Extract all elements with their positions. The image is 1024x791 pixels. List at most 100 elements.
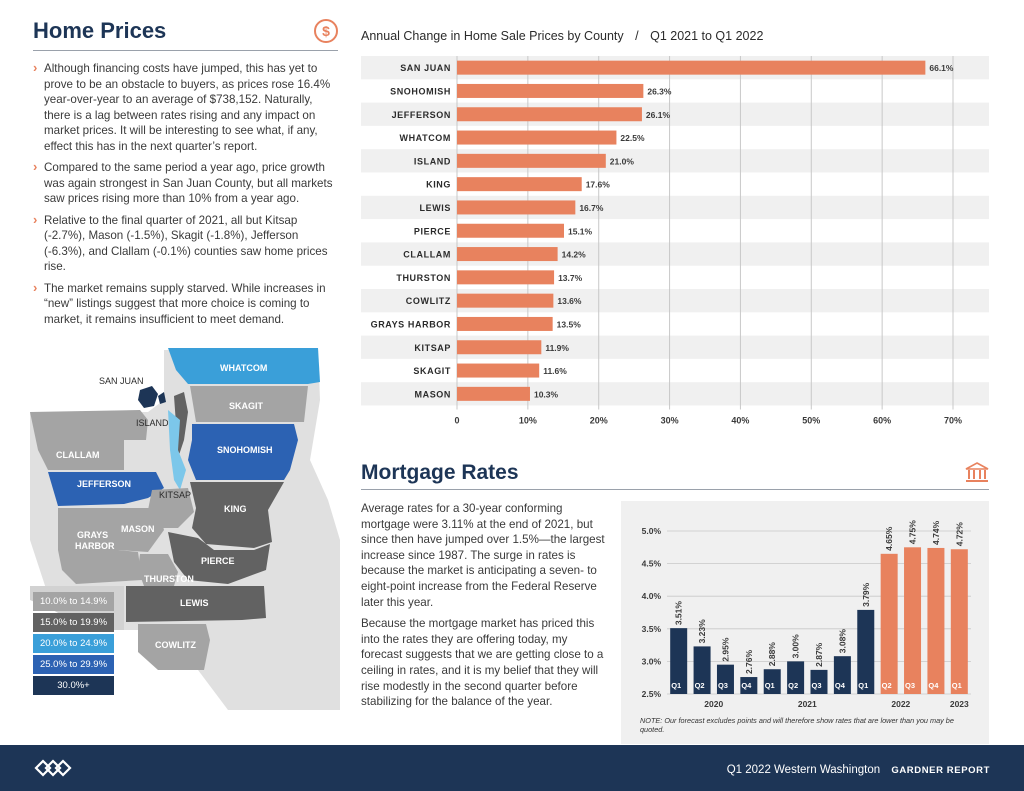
map-label-king: KING [224, 504, 247, 514]
county-clallam[interactable] [30, 410, 148, 470]
row-stripe [361, 289, 989, 313]
rate-bar [670, 628, 688, 694]
quarter-label: Q1 [671, 681, 681, 690]
bar-value-label: 11.6% [543, 366, 567, 376]
bar-category-label: PIERCE [414, 226, 451, 236]
mortgage-section: Mortgage Rates [361, 461, 989, 490]
bar-value-label: 17.6% [586, 180, 611, 190]
map-label-skagit: SKAGIT [229, 401, 264, 411]
map-label-thurston: THURSTON [144, 574, 194, 584]
map-label-grays-1: GRAYS [77, 530, 108, 540]
y-tick-label: 3.0% [642, 656, 662, 666]
county-whatcom[interactable] [168, 348, 320, 384]
quarter-label: Q4 [741, 681, 752, 690]
bar-value-label: 26.1% [646, 110, 671, 120]
mortgage-paragraph: Because the mortgage market has priced t… [361, 617, 604, 709]
legend-item: 10.0% to 14.9% [33, 592, 114, 611]
bar-value-label: 66.1% [929, 63, 954, 73]
county-mason[interactable] [118, 508, 164, 552]
bar-category-label: LEWIS [420, 203, 452, 213]
county-snohomish[interactable] [188, 424, 298, 480]
legend-item: 30.0%+ [33, 676, 114, 695]
y-tick-label: 3.5% [642, 624, 662, 634]
rate-chart-note: NOTE: Our forecast excludes points and w… [640, 716, 954, 734]
bar-value-label: 15.1% [568, 226, 593, 236]
x-tick-label: 10% [519, 416, 537, 426]
mortgage-paragraph: Average rates for a 30-year conforming m… [361, 502, 605, 609]
row-stripe [361, 242, 989, 266]
rate-value-label: 4.74% [931, 520, 941, 545]
bar-category-label: ISLAND [414, 156, 451, 166]
bar [457, 60, 926, 75]
rate-bar [880, 553, 898, 694]
map-label-cowlitz: COWLITZ [155, 640, 196, 650]
county-san-juan[interactable] [138, 386, 166, 408]
bar-category-label: WHATCOM [399, 133, 451, 143]
x-tick-label: 0 [454, 416, 459, 426]
quarter-label: Q2 [882, 681, 892, 690]
bar [457, 83, 644, 98]
bar [457, 293, 554, 308]
bar [457, 223, 564, 238]
county-jefferson[interactable] [48, 472, 164, 506]
y-tick-label: 4.0% [642, 591, 662, 601]
bar [457, 316, 553, 331]
footer: Q1 2022 Western Washington GARDNER REPOR… [0, 745, 1024, 791]
row-stripe [361, 195, 989, 220]
quarter-label: Q4 [835, 681, 846, 690]
rate-bar [857, 609, 875, 694]
bar-category-label: CLALLAM [403, 250, 451, 260]
x-tick-label: 60% [873, 416, 891, 426]
map-label-island: ISLAND [136, 418, 169, 428]
rate-bar [716, 664, 734, 694]
row-stripe [361, 382, 989, 406]
bar [457, 363, 540, 378]
mortgage-text: Average rates for a 30-year conforming m… [361, 501, 611, 716]
bullet-item: Although financing costs have jumped, th… [33, 60, 338, 154]
rate-bar [763, 669, 781, 694]
county-chart-subtitle: Q1 2021 to Q1 2022 [650, 29, 764, 43]
map-label-clallam: CLALLAM [56, 450, 100, 460]
rate-bar [693, 646, 711, 694]
county-lewis[interactable] [126, 586, 266, 622]
county-skagit[interactable] [190, 386, 308, 422]
map-label-pierce: PIERCE [201, 556, 235, 566]
puget-sound [168, 410, 186, 490]
quarter-label: Q4 [928, 681, 939, 690]
bullet-item: Compared to the same period a year ago, … [33, 159, 338, 207]
row-stripe [361, 149, 989, 173]
bullet-item: Relative to the final quarter of 2021, a… [33, 212, 338, 275]
quarter-label: Q1 [765, 681, 775, 690]
dollar-icon: $ [314, 19, 338, 43]
home-prices-header: Home Prices $ [33, 18, 338, 51]
footer-title: Q1 2022 Western Washington [726, 764, 881, 776]
rate-value-label: 3.00% [791, 634, 801, 659]
x-tick-label: 20% [590, 416, 608, 426]
bar [457, 130, 617, 145]
county-cowlitz[interactable] [138, 624, 210, 670]
bar-value-label: 22.5% [620, 133, 645, 143]
rate-bar [740, 677, 758, 694]
rate-bar [810, 669, 828, 694]
rate-value-label: 3.23% [697, 619, 707, 644]
county-thurston[interactable] [138, 554, 178, 586]
bar-category-label: KING [426, 180, 451, 190]
home-prices-title: Home Prices [33, 18, 167, 43]
county-chart-title-text: Annual Change in Home Sale Prices by Cou… [361, 29, 624, 43]
rate-bar [950, 549, 968, 694]
mortgage-title: Mortgage Rates [361, 461, 519, 484]
rate-value-label: 3.51% [674, 601, 684, 626]
legend-item: 20.0% to 24.9% [33, 634, 114, 653]
county-chart-title: Annual Change in Home Sale Prices by Cou… [361, 29, 764, 43]
county-pierce[interactable] [168, 532, 270, 584]
county-grays-harbor[interactable] [58, 508, 142, 584]
map-label-lewis: LEWIS [180, 598, 209, 608]
rate-bar [833, 656, 851, 694]
rate-bar [787, 661, 805, 694]
rate-value-label: 3.08% [837, 629, 847, 654]
map-label-kitsap: KITSAP [159, 490, 191, 500]
quarter-label: Q1 [858, 681, 868, 690]
bar [457, 107, 642, 122]
bank-icon [965, 462, 989, 482]
county-king[interactable] [190, 482, 284, 548]
